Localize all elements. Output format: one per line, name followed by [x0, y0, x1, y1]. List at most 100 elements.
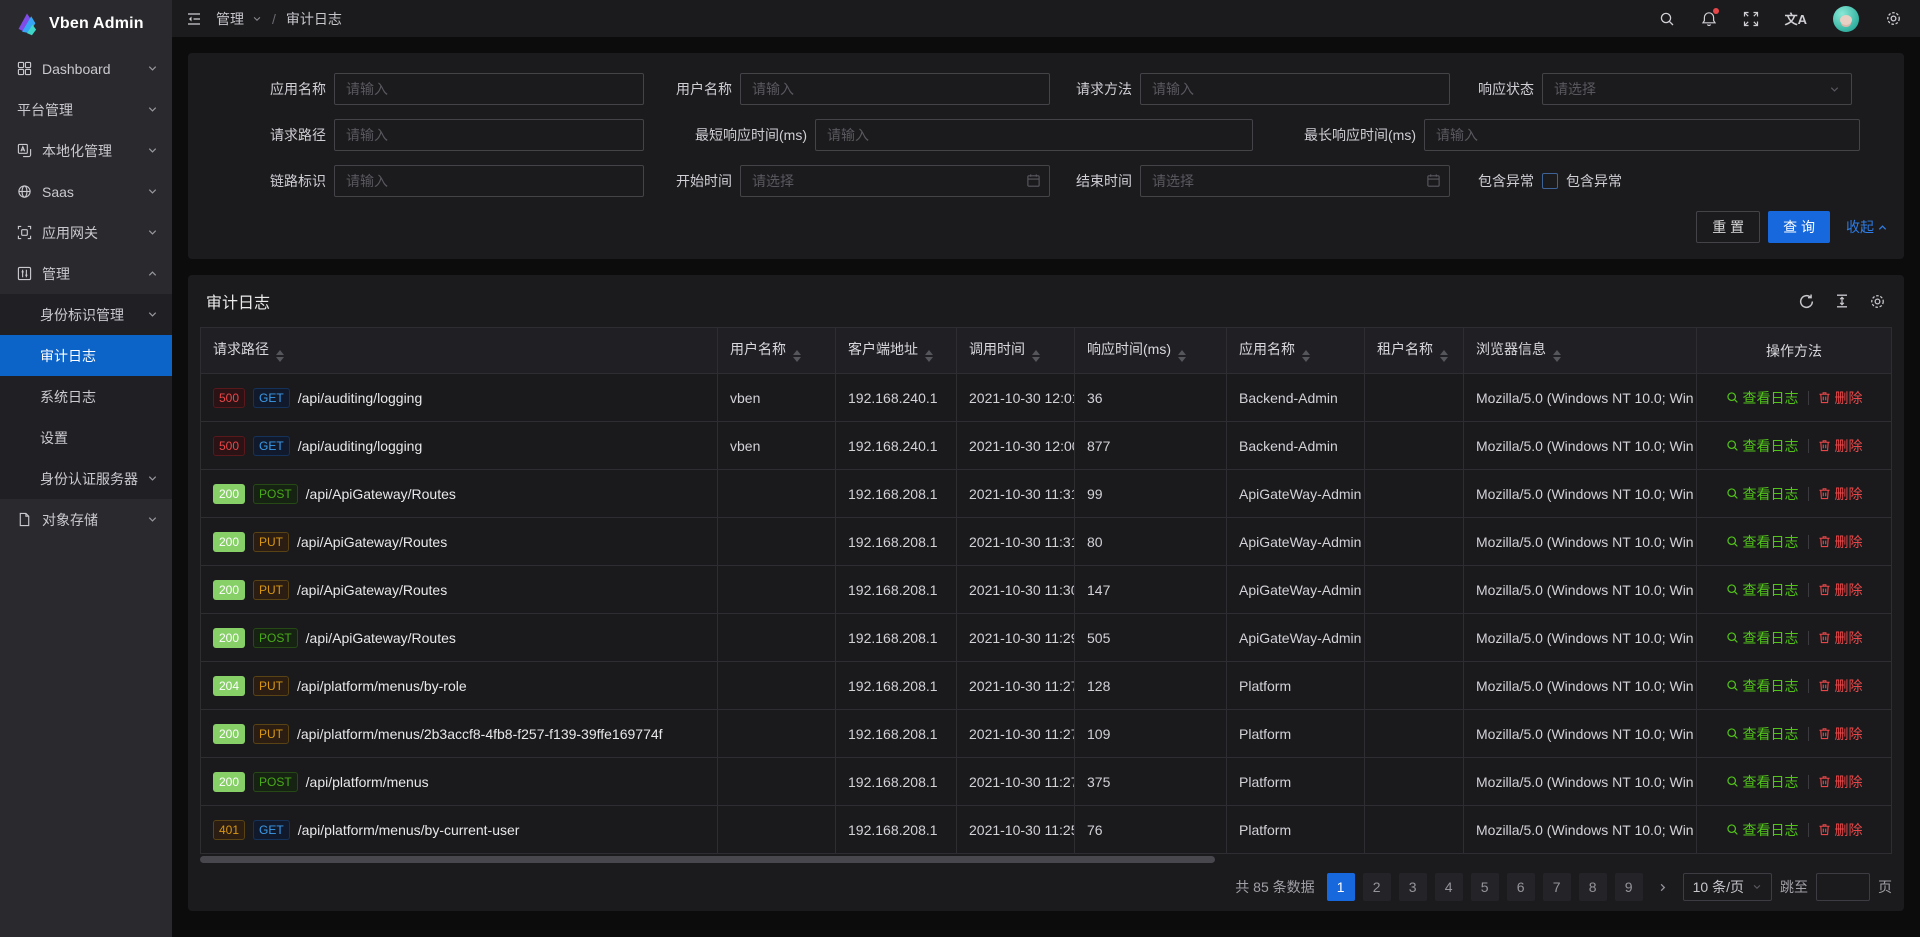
request-path-input[interactable] [334, 119, 644, 151]
sidebar-item-7[interactable]: 审计日志 [0, 335, 172, 376]
page-button-4[interactable]: 4 [1434, 873, 1463, 901]
sort-icon[interactable] [793, 350, 801, 362]
column-header-1[interactable]: 用户名称 [717, 327, 836, 374]
column-header-6[interactable]: 租户名称 [1364, 327, 1464, 374]
status-badge: 200 [213, 531, 245, 552]
sort-icon[interactable] [1553, 350, 1561, 362]
view-log-button[interactable]: 查看日志 [1726, 724, 1799, 744]
sidebar-item-2[interactable]: 本地化管理 [0, 130, 172, 171]
collapse-link[interactable]: 收起 [1846, 217, 1888, 237]
view-log-button[interactable]: 查看日志 [1726, 532, 1799, 552]
column-header-2[interactable]: 客户端地址 [835, 327, 957, 374]
view-log-button[interactable]: 查看日志 [1726, 436, 1799, 456]
include-exception-checkbox[interactable] [1542, 173, 1558, 189]
page-size-select[interactable]: 10 条/页 [1682, 873, 1772, 901]
scrollbar-thumb[interactable] [200, 856, 1216, 863]
sidebar-item-5[interactable]: 管理 [0, 253, 172, 294]
view-log-button[interactable]: 查看日志 [1726, 388, 1799, 408]
chevron-down-icon [147, 227, 158, 238]
delete-button[interactable]: 删除 [1818, 676, 1863, 696]
column-header-7[interactable]: 浏览器信息 [1463, 327, 1697, 374]
horizontal-scrollbar[interactable] [200, 856, 1892, 863]
sidebar-item-8[interactable]: 系统日志 [0, 376, 172, 417]
view-log-button[interactable]: 查看日志 [1726, 820, 1799, 840]
request-path: /api/ApiGateway/Routes [297, 581, 448, 598]
next-page-button[interactable] [1651, 873, 1675, 901]
column-header-3[interactable]: 调用时间 [956, 327, 1075, 374]
delete-button[interactable]: 删除 [1818, 628, 1863, 648]
view-log-button[interactable]: 查看日志 [1726, 580, 1799, 600]
delete-button[interactable]: 删除 [1818, 580, 1863, 600]
delete-button[interactable]: 删除 [1818, 724, 1863, 744]
page-button-7[interactable]: 7 [1542, 873, 1571, 901]
sidebar-item-1[interactable]: 平台管理 [0, 89, 172, 130]
column-header-5[interactable]: 应用名称 [1226, 327, 1365, 374]
sidebar-item-6[interactable]: 身份标识管理 [0, 294, 172, 335]
chevron-down-icon [147, 104, 158, 115]
sort-icon[interactable] [1032, 350, 1040, 362]
jump-page-input[interactable] [1816, 873, 1870, 901]
page-button-1[interactable]: 1 [1326, 873, 1355, 901]
sidebar-item-11[interactable]: 对象存储 [0, 499, 172, 540]
refresh-icon[interactable] [1798, 293, 1815, 310]
client-address-cell: 192.168.208.1 [835, 757, 957, 806]
delete-button[interactable]: 删除 [1818, 772, 1863, 792]
settings-icon[interactable] [1869, 293, 1886, 310]
page-button-6[interactable]: 6 [1506, 873, 1535, 901]
translate-icon[interactable]: 文A [1784, 12, 1807, 27]
sort-icon[interactable] [925, 350, 933, 362]
column-header-4[interactable]: 响应时间(ms) [1074, 327, 1227, 374]
sort-icon[interactable] [1440, 350, 1448, 362]
page-button-8[interactable]: 8 [1578, 873, 1607, 901]
app-name-input[interactable] [334, 73, 644, 105]
page-button-3[interactable]: 3 [1398, 873, 1427, 901]
notification-bell-icon[interactable] [1701, 7, 1719, 27]
delete-button[interactable]: 删除 [1818, 820, 1863, 840]
start-time-input[interactable] [740, 165, 1050, 197]
delete-button[interactable]: 删除 [1818, 388, 1863, 408]
settings-icon[interactable] [1885, 10, 1902, 27]
menu-fold-icon[interactable] [186, 11, 202, 27]
view-log-button[interactable]: 查看日志 [1726, 676, 1799, 696]
sort-icon[interactable] [1302, 350, 1310, 362]
method-badge: POST [253, 627, 298, 648]
action-divider [1807, 822, 1809, 837]
sidebar-item-0[interactable]: Dashboard [0, 48, 172, 89]
max-response-time-input[interactable] [1424, 119, 1860, 151]
trace-id-input[interactable] [334, 165, 644, 197]
sidebar-item-10[interactable]: 身份认证服务器 [0, 458, 172, 499]
sidebar-item-3[interactable]: Saas [0, 171, 172, 212]
method-badge: GET [253, 387, 290, 408]
sort-icon[interactable] [1178, 350, 1186, 362]
search-icon[interactable] [1659, 11, 1675, 27]
row-height-icon[interactable] [1834, 293, 1850, 309]
breadcrumb-root[interactable]: 管理 [216, 10, 244, 27]
sidebar-item-9[interactable]: 设置 [0, 417, 172, 458]
user-name-input[interactable] [740, 73, 1050, 105]
localization-icon [17, 143, 33, 159]
fullscreen-icon[interactable] [1743, 11, 1759, 27]
view-log-button[interactable]: 查看日志 [1726, 484, 1799, 504]
delete-button[interactable]: 删除 [1818, 484, 1863, 504]
sort-icon[interactable] [276, 350, 284, 362]
response-status-select[interactable]: 请选择 [1542, 73, 1852, 105]
view-log-button[interactable]: 查看日志 [1726, 772, 1799, 792]
user-name-cell: vben [717, 373, 836, 422]
delete-button[interactable]: 删除 [1818, 532, 1863, 552]
min-response-time-input[interactable] [815, 119, 1253, 151]
logo[interactable]: Vben Admin [0, 0, 172, 48]
page-button-9[interactable]: 9 [1614, 873, 1643, 901]
delete-button[interactable]: 删除 [1818, 436, 1863, 456]
page-button-5[interactable]: 5 [1470, 873, 1499, 901]
avatar[interactable] [1833, 5, 1859, 32]
page-button-2[interactable]: 2 [1362, 873, 1391, 901]
sidebar-item-4[interactable]: 应用网关 [0, 212, 172, 253]
column-header-0[interactable]: 请求路径 [200, 327, 718, 374]
query-button[interactable]: 查 询 [1768, 211, 1830, 243]
action-divider [1807, 438, 1809, 453]
request-method-input[interactable] [1140, 73, 1450, 105]
view-log-button[interactable]: 查看日志 [1726, 628, 1799, 648]
reset-button[interactable]: 重 置 [1696, 211, 1761, 243]
end-time-input[interactable] [1140, 165, 1450, 197]
